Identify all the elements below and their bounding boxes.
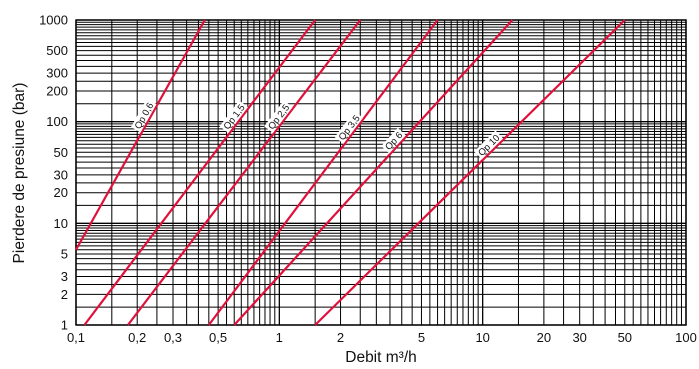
y-tick-label: 5 [61,246,68,261]
y-tick-label: 1 [61,318,68,333]
x-tick-label: 10 [475,330,489,345]
y-tick-label: 50 [54,145,68,160]
series-label-background [130,98,157,133]
series-line [127,19,362,326]
y-tick-label: 10 [54,216,68,231]
y-tick-label: 30 [54,167,68,182]
series-lines [75,19,626,326]
series-label-background [219,100,248,133]
y-axis-title: Pierdere de presiune (bar) [11,83,28,264]
series-line [207,19,439,326]
series-labels: Qp 0,6 Qp 1,5 Qp 2,5 Qp 3,5 Qp 6 Qp 10 [130,98,504,160]
series-line [83,19,317,326]
y-tick-label: 1000 [39,13,68,28]
x-axis-title: Debit m³/h [345,349,417,366]
x-tick-label: 0,2 [128,330,146,345]
x-tick-label: 30 [572,330,586,345]
x-tick-label: 20 [537,330,551,345]
x-tick-label: 50 [618,330,632,345]
x-tick-label: 2 [337,330,344,345]
grid [75,19,687,326]
plot-frame [75,19,687,326]
x-tick-label: 100 [675,330,697,345]
series-line [75,19,206,251]
series-label-background [334,111,364,144]
x-tick-label: 5 [418,330,425,345]
y-tick-label: 200 [46,84,68,99]
series-line [233,19,514,326]
x-tick-label: 0,1 [67,330,85,345]
y-tick-label: 500 [46,43,68,58]
series-label-background [264,100,293,133]
y-tick-label: 3 [61,269,68,284]
y-tick-label: 2 [61,287,68,302]
series-label-background [474,130,504,160]
y-tick-label: 100 [46,114,68,129]
x-tick-labels: 0,1 0,2 0,3 0,5 1 2 5 10 20 30 50 100 [67,330,697,345]
series-label-background [381,127,406,154]
y-tick-label: 20 [54,185,68,200]
series-line [314,19,626,326]
y-tick-label: 300 [46,66,68,81]
x-tick-label: 0,3 [164,330,182,345]
y-tick-labels: 1 2 3 5 10 20 30 50 100 200 300 500 1000 [39,13,68,333]
x-tick-label: 1 [276,330,283,345]
x-tick-label: 0,5 [209,330,227,345]
